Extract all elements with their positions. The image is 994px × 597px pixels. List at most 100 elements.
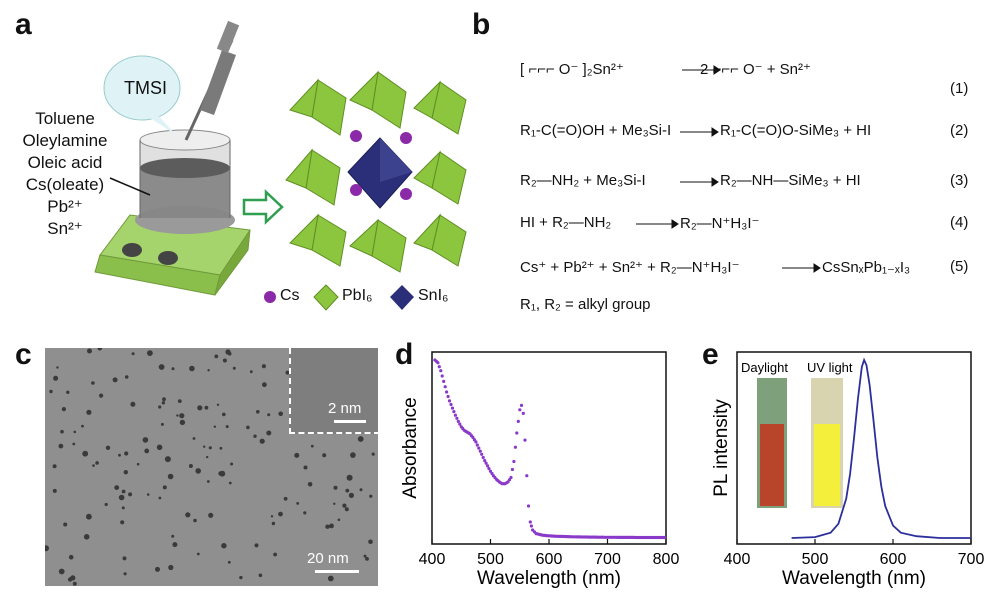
inset-label-uv: UV light [807, 360, 853, 375]
nanocrystal-dot [345, 488, 350, 493]
reaction-rhs: R₂—N⁺H₃I⁻ [680, 215, 760, 232]
plot-frame [736, 351, 972, 545]
nanocrystal-dot [158, 405, 162, 409]
alkyl-note: R₁, R₂ = alkyl group [520, 296, 651, 313]
nanocrystal-dot [156, 444, 163, 451]
panel-label-c: c [15, 338, 32, 371]
nanocrystal-dot [203, 445, 206, 448]
nanocrystal-dot [97, 348, 103, 351]
absorbance-point [521, 411, 525, 415]
nanocrystal-dot [337, 518, 341, 522]
nanocrystal-dot [121, 506, 125, 510]
nanocrystal-dot [142, 437, 149, 443]
absorbance-point [446, 394, 450, 399]
absorbance-point [477, 446, 481, 450]
nanocrystal-dot [253, 434, 257, 438]
nanocrystal-dot [164, 456, 171, 463]
legend-pbi6-marker [313, 284, 339, 311]
x-tick-label: 800 [653, 551, 680, 568]
y-axis-label: Absorbance [400, 397, 421, 498]
nanocrystal-dot [158, 364, 165, 370]
reaction-arrows [636, 65, 821, 273]
nanocrystal-dot [285, 370, 290, 375]
legend-sni6-label: SnI₆ [418, 287, 449, 304]
panel-label-b: b [472, 8, 491, 41]
absorbance-point [523, 438, 527, 442]
inset-scale-label: 2 nm [328, 400, 362, 417]
x-tick-label: 700 [958, 551, 985, 568]
absorbance-point [525, 474, 529, 478]
solution-line: Cs(oleate) [25, 175, 105, 194]
x-tick-label: 500 [802, 551, 829, 568]
nanocrystal-dot [219, 446, 223, 450]
legend-pbi6-label: PbI₆ [342, 287, 373, 304]
pl-chart: 400 500 600 700 Daylight UV light Wavelengt… [711, 351, 985, 589]
x-tick-label: 400 [419, 551, 446, 568]
reaction-number: (3) [950, 172, 969, 189]
nanocrystal-dot [207, 369, 210, 372]
absorbance-point [526, 504, 531, 508]
x-tick-label: 400 [724, 551, 751, 568]
nanocrystal-dot [118, 453, 121, 457]
nanocrystal-dot [325, 524, 330, 529]
hrtem-inset [289, 348, 378, 434]
nanocrystal-dot [147, 350, 153, 356]
nanocrystal-dot [266, 430, 272, 436]
nanocrystal-dot [204, 405, 209, 410]
nanocrystal-dot [369, 494, 373, 498]
reaction-lhs: HI + R₂—NH₂ [520, 214, 612, 231]
nanocrystal-dot [363, 554, 367, 558]
nanocrystal-dot [56, 366, 59, 369]
nanocrystal-dot [246, 425, 250, 430]
panel-label-e: e [702, 338, 719, 371]
nanocrystal-dot [365, 557, 369, 561]
absorbance-chart: 400 500 600 700 800 Wavelength (nm) Absorban… [400, 351, 680, 589]
nanocrystal-dot [162, 485, 167, 490]
absorbance-point [475, 443, 479, 447]
reaction-number: (4) [950, 214, 969, 231]
nanocrystal-dot [105, 445, 111, 450]
absorbance-point [471, 435, 475, 439]
absorbance-point [458, 422, 462, 426]
nanocrystal-dot [228, 481, 232, 485]
pipette [184, 20, 240, 141]
nanocrystal-dot [348, 492, 354, 498]
nanocrystal-dot [123, 470, 128, 475]
pl-series-line [791, 357, 971, 539]
nanocrystal-dot [225, 349, 231, 355]
nanocrystal-dot [227, 560, 231, 564]
absorbance-point [518, 408, 522, 412]
nanocrystal-dot [82, 450, 89, 457]
absorbance-point [528, 520, 532, 524]
nanocrystal-dot [267, 413, 271, 417]
nanocrystal-dot [303, 465, 308, 470]
nanocrystal-dot [294, 452, 300, 458]
nanocrystal-dot [216, 403, 220, 406]
nanocrystal-dot [58, 443, 64, 449]
nanocrystal-dot [185, 512, 191, 518]
nanocrystal-dot [171, 367, 175, 371]
nanocrystal-dot [72, 442, 76, 446]
nanocrystal-dot [87, 348, 92, 354]
nanocrystal-dot [221, 543, 227, 549]
nanocrystal-dot [73, 430, 77, 434]
nanocrystal-dot [83, 534, 90, 540]
nanocrystal-dot [70, 575, 76, 581]
nanocrystal-dot [58, 568, 65, 575]
nanocrystal-dot [66, 390, 70, 394]
absorbance-point [480, 452, 484, 456]
nanocrystal-dot [256, 410, 260, 414]
solution-line: Oleylamine [22, 131, 108, 150]
nanocrystal-dot [239, 575, 243, 580]
plot-frame [431, 351, 667, 545]
nanocrystal-dot [368, 539, 373, 545]
absorbance-point [450, 406, 455, 410]
nanocrystal-dot [208, 446, 212, 450]
nanocrystal-dot [179, 419, 186, 426]
nanocrystal-dot [208, 512, 214, 518]
nanocrystal-dot [53, 375, 59, 381]
nanocrystal-dot [114, 485, 120, 490]
nanocrystal-dot [270, 515, 274, 518]
panel-label-a: a [15, 8, 32, 41]
absorbance-point [487, 467, 491, 471]
